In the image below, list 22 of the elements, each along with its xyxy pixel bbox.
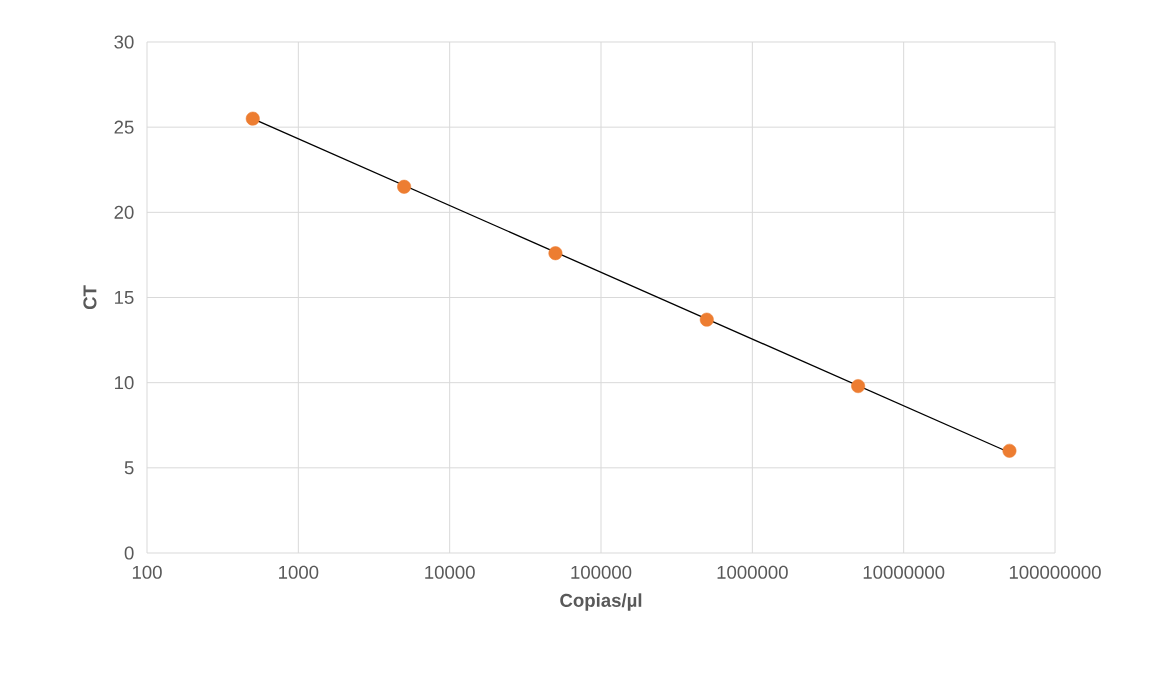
x-tick-label: 1000 [279, 565, 319, 579]
point [699, 312, 714, 327]
y-tick-label: 20 [114, 205, 134, 219]
point [548, 246, 563, 261]
y-tick-label: 15 [115, 291, 134, 304]
x-tick-label: 10000 [425, 565, 475, 579]
y-tick-label: 30 [114, 35, 134, 49]
x-tick-label: 100000 [571, 565, 632, 579]
point [245, 111, 260, 126]
point [397, 179, 412, 194]
y-tick-label: 25 [114, 120, 134, 134]
y-axis-title: CT [83, 285, 97, 310]
x-axis-title: Copias/µl [560, 593, 642, 611]
point [851, 379, 866, 394]
y-tick-label: 10 [115, 376, 134, 390]
x-tick-label: 100 [132, 565, 162, 579]
y-tick-label: 0 [124, 546, 134, 560]
x-tick-label: 100000000 [1009, 565, 1101, 579]
x-tick-label: 1000000 [717, 565, 788, 579]
y-tick-label: 5 [124, 461, 134, 475]
point [1002, 443, 1017, 458]
x-tick-label: 10000000 [863, 565, 945, 579]
